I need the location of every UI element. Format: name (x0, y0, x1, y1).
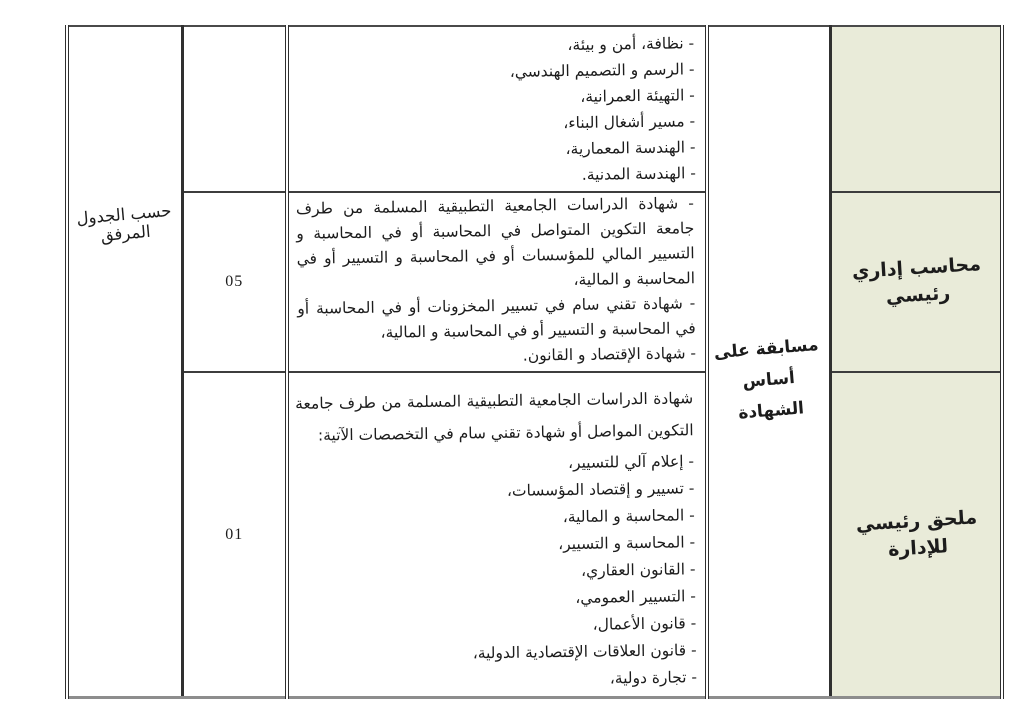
requirement-item: - تجارة دولية، (609, 668, 698, 688)
attached-schedule-note: حسب الجدول المرفق (75, 200, 173, 246)
requirements-list-row2: - شهادة الدراسات الجامعية التطبيقية المس… (291, 194, 705, 370)
vacancies-cell-row2: 05 (180, 191, 288, 373)
requirement-paragraph: - شهادة الدراسات الجامعية التطبيقية المس… (295, 194, 696, 289)
vacancies-value-row3: 01 (225, 525, 244, 543)
requirements-intro-row3: شهادة الدراسات الجامعية التطبيقية المسلم… (295, 389, 694, 445)
requirements-block-row3: شهادة الدراسات الجامعية التطبيقية المسلم… (291, 374, 705, 695)
vacancies-value-row2: 05 (225, 273, 244, 290)
requirements-cell-row1: - نظافة، أمن و بيئة، - الرسم و التصميم ال… (285, 25, 708, 193)
requirement-paragraph: - شهادة الإقتصاد و القانون. (522, 344, 697, 365)
requirement-paragraph: - شهادة تقني سام في تسيير المخزونات أو ف… (297, 294, 696, 342)
competition-basis-line1: مسابقة على أساس (713, 335, 820, 393)
requirements-list-row3: - إعلام آلي للتسيير، - تسيير و إقتصاد الم… (296, 448, 698, 694)
job-title-cell-attache: ملحق رئيسي للإدارة (828, 371, 1004, 699)
requirement-item: - الهندسة المدنية. (581, 164, 697, 184)
job-title-chief-administration-attache: ملحق رئيسي للإدارة (854, 506, 978, 561)
attached-schedule-cell: حسب الجدول المرفق (65, 25, 183, 699)
requirements-cell-row3: شهادة الدراسات الجامعية التطبيقية المسلم… (285, 371, 708, 699)
vacancies-cell-row1 (180, 25, 288, 193)
requirements-list-row1: - نظافة، أمن و بيئة، - الرسم و التصميم ال… (291, 28, 705, 190)
job-title-chief-administrative-accountant: محاسب إداري رئيسي (850, 253, 982, 308)
recruitment-table: مسابقة على أساس الشهادة - نظافة، أمن و ب… (65, 25, 1004, 699)
competition-basis-cell: مسابقة على أساس الشهادة (705, 25, 831, 699)
vacancies-cell-row3: 01 (180, 371, 288, 699)
job-title-cell-accountant: محاسب إداري رئيسي (828, 191, 1004, 373)
requirements-cell-row2: - شهادة الدراسات الجامعية التطبيقية المس… (285, 191, 708, 373)
job-title-cell-empty (828, 25, 1004, 193)
